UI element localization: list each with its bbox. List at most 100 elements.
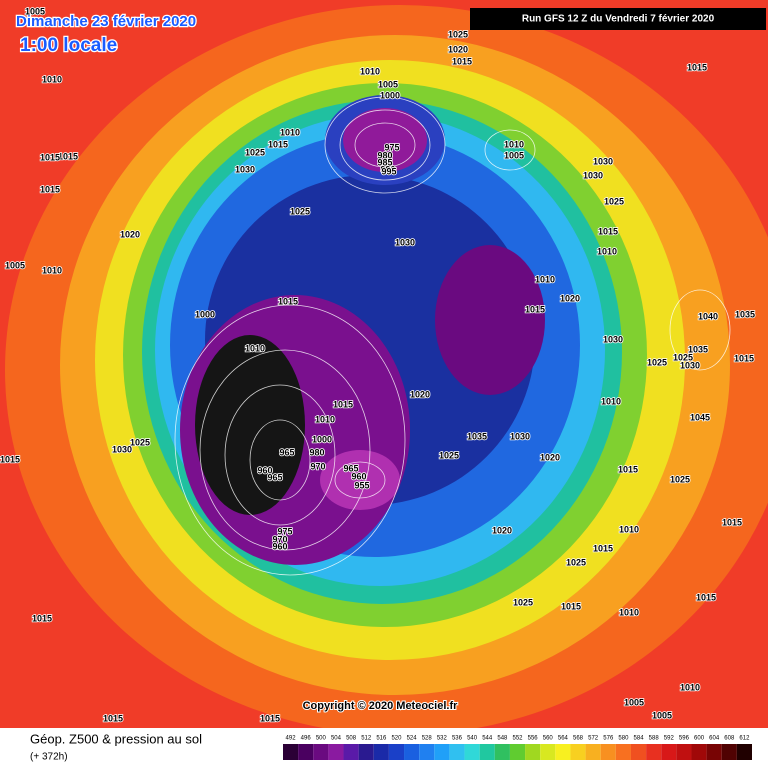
isobar-label: 1010 bbox=[245, 343, 265, 353]
legend-label: 496 bbox=[301, 736, 312, 742]
legend-swatch bbox=[630, 744, 647, 760]
isobar-label: 990 bbox=[380, 164, 395, 174]
isobar-label: 1015 bbox=[452, 56, 472, 66]
isobar-label: 1015 bbox=[40, 184, 60, 194]
isobar-label: 1015 bbox=[0, 454, 20, 464]
legend-swatch bbox=[358, 744, 374, 760]
isobar-label: 1025 bbox=[439, 450, 459, 460]
footer-title: Géop. Z500 & pression au sol bbox=[30, 731, 202, 746]
legend-label: 596 bbox=[679, 736, 690, 742]
isobar-label: 1010 bbox=[42, 74, 62, 84]
legend-swatch bbox=[373, 744, 389, 760]
isobar-label: 965 bbox=[343, 463, 358, 473]
legend-swatch bbox=[736, 744, 752, 760]
legend-label: 520 bbox=[391, 736, 402, 742]
legend-label: 576 bbox=[603, 736, 614, 742]
isobar-label: 1015 bbox=[32, 613, 52, 623]
legend-swatch bbox=[540, 744, 556, 760]
isobar-label: 1020 bbox=[120, 229, 140, 239]
legend-swatch bbox=[555, 744, 571, 760]
legend-label: 564 bbox=[558, 736, 569, 742]
isobar-label: 1030 bbox=[112, 444, 132, 454]
legend-label: 516 bbox=[376, 736, 387, 742]
map-band bbox=[435, 245, 545, 395]
isobar-label: 1010 bbox=[597, 246, 617, 256]
isobar-label: 1025 bbox=[130, 437, 150, 447]
isobar-label: 1015 bbox=[260, 713, 280, 723]
legend-swatch bbox=[494, 744, 510, 760]
map-band bbox=[343, 108, 427, 172]
legend-label: 536 bbox=[452, 736, 463, 742]
isobar-label: 960 bbox=[351, 471, 366, 481]
isobar-label: 1015 bbox=[525, 304, 545, 314]
isobar-label: 1005 bbox=[652, 710, 672, 720]
isobar-label: 955 bbox=[354, 480, 369, 490]
legend-label: 508 bbox=[346, 736, 357, 742]
run-info: Run GFS 12 Z du Vendredi 7 février 2020 bbox=[522, 14, 715, 25]
legend-label: 492 bbox=[286, 736, 297, 742]
legend-label: 524 bbox=[407, 736, 418, 742]
isobar-label: 1020 bbox=[448, 44, 468, 54]
legend-swatch bbox=[661, 744, 677, 760]
legend-label: 592 bbox=[664, 736, 675, 742]
legend-swatch bbox=[419, 744, 435, 760]
isobar-label: 1030 bbox=[395, 237, 415, 247]
legend-swatch bbox=[298, 744, 314, 760]
isobar-label: 965 bbox=[279, 447, 294, 457]
isobar-label: 1005 bbox=[504, 150, 524, 160]
isobar-label: 1025 bbox=[513, 597, 533, 607]
map-time: 1:00 locale bbox=[20, 35, 117, 56]
legend-label: 504 bbox=[331, 736, 342, 742]
isobar-label: 1045 bbox=[690, 412, 710, 422]
legend-label: 552 bbox=[512, 736, 523, 742]
isobar-label: 1020 bbox=[492, 525, 512, 535]
isobar-label: 1030 bbox=[680, 360, 700, 370]
legend-swatch bbox=[283, 744, 299, 760]
isobar-label: 975 bbox=[384, 142, 399, 152]
isobar-label: 1015 bbox=[268, 139, 288, 149]
isobar-label: 1025 bbox=[604, 196, 624, 206]
legend-swatch bbox=[706, 744, 722, 760]
legend-swatch bbox=[615, 744, 631, 760]
isobar-label: 1040 bbox=[698, 311, 718, 321]
isobar-label: 1010 bbox=[619, 524, 639, 534]
isobar-label: 970 bbox=[272, 534, 287, 544]
isobar-label: 1010 bbox=[504, 139, 524, 149]
isobar-label: 980 bbox=[309, 447, 324, 457]
isobar-label: 1010 bbox=[619, 607, 639, 617]
legend-swatch bbox=[343, 744, 359, 760]
legend-swatch bbox=[721, 744, 737, 760]
legend-swatch bbox=[570, 744, 586, 760]
legend-label: 608 bbox=[724, 736, 735, 742]
isobar-label: 1010 bbox=[360, 66, 380, 76]
isobar-label: 1010 bbox=[601, 396, 621, 406]
isobar-lines bbox=[174, 96, 731, 576]
map-date: Dimanche 23 février 2020 bbox=[16, 13, 196, 30]
isobar-label: 1015 bbox=[333, 399, 353, 409]
legend-label: 572 bbox=[588, 736, 599, 742]
isobar-label: 1015 bbox=[734, 353, 754, 363]
legend-label: 600 bbox=[694, 736, 705, 742]
legend-label: 512 bbox=[361, 736, 372, 742]
isobar-label: 1015 bbox=[598, 226, 618, 236]
isobar-label: 1010 bbox=[42, 265, 62, 275]
isobar-label: 1010 bbox=[315, 414, 335, 424]
isobar-label: 1000 bbox=[195, 309, 215, 319]
legend-swatch bbox=[328, 744, 344, 760]
legend-swatch bbox=[479, 744, 495, 760]
isobar-label: 1015 bbox=[722, 517, 742, 527]
legend-swatch bbox=[449, 744, 465, 760]
footer-lead: (+ 372h) bbox=[30, 752, 68, 763]
isobar-label: 1015 bbox=[618, 464, 638, 474]
isobar-label: 1035 bbox=[735, 309, 755, 319]
isobar-label: 960 bbox=[257, 465, 272, 475]
legend-label: 580 bbox=[618, 736, 629, 742]
legend-swatch bbox=[388, 744, 405, 760]
legend-label: 604 bbox=[709, 736, 720, 742]
isobar-label: 1030 bbox=[510, 431, 530, 441]
legend-label: 588 bbox=[649, 736, 660, 742]
legend-label: 568 bbox=[573, 736, 584, 742]
isobar-label: 1015 bbox=[103, 713, 123, 723]
